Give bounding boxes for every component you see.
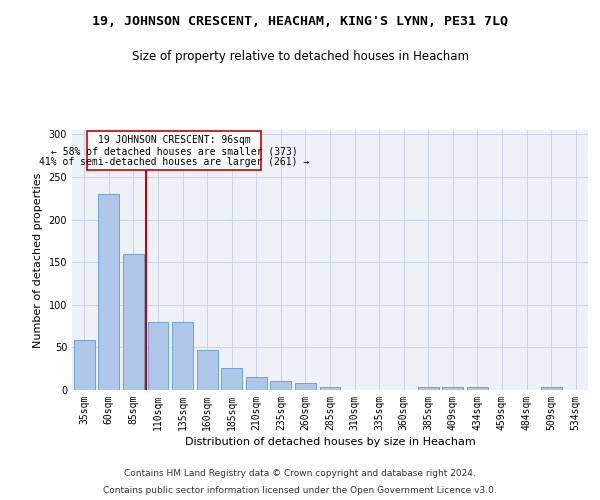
Bar — [221, 368, 242, 390]
Bar — [467, 388, 488, 390]
Bar — [172, 322, 193, 390]
Bar — [246, 377, 267, 390]
Bar — [442, 388, 463, 390]
Text: Size of property relative to detached houses in Heacham: Size of property relative to detached ho… — [131, 50, 469, 63]
Bar — [271, 382, 292, 390]
Text: Contains HM Land Registry data © Crown copyright and database right 2024.: Contains HM Land Registry data © Crown c… — [124, 468, 476, 477]
Bar — [197, 350, 218, 390]
FancyBboxPatch shape — [87, 131, 261, 170]
Bar — [123, 254, 144, 390]
Bar — [295, 383, 316, 390]
Text: 19 JOHNSON CRESCENT: 96sqm: 19 JOHNSON CRESCENT: 96sqm — [98, 135, 250, 145]
Text: 41% of semi-detached houses are larger (261) →: 41% of semi-detached houses are larger (… — [39, 158, 309, 168]
Bar — [74, 340, 95, 390]
Y-axis label: Number of detached properties: Number of detached properties — [33, 172, 43, 348]
Bar — [148, 322, 169, 390]
Bar — [418, 388, 439, 390]
Bar — [541, 388, 562, 390]
Bar — [98, 194, 119, 390]
X-axis label: Distribution of detached houses by size in Heacham: Distribution of detached houses by size … — [185, 437, 475, 447]
Text: 19, JOHNSON CRESCENT, HEACHAM, KING'S LYNN, PE31 7LQ: 19, JOHNSON CRESCENT, HEACHAM, KING'S LY… — [92, 15, 508, 28]
Text: ← 58% of detached houses are smaller (373): ← 58% of detached houses are smaller (37… — [50, 146, 298, 156]
Bar — [320, 386, 340, 390]
Text: Contains public sector information licensed under the Open Government Licence v3: Contains public sector information licen… — [103, 486, 497, 495]
